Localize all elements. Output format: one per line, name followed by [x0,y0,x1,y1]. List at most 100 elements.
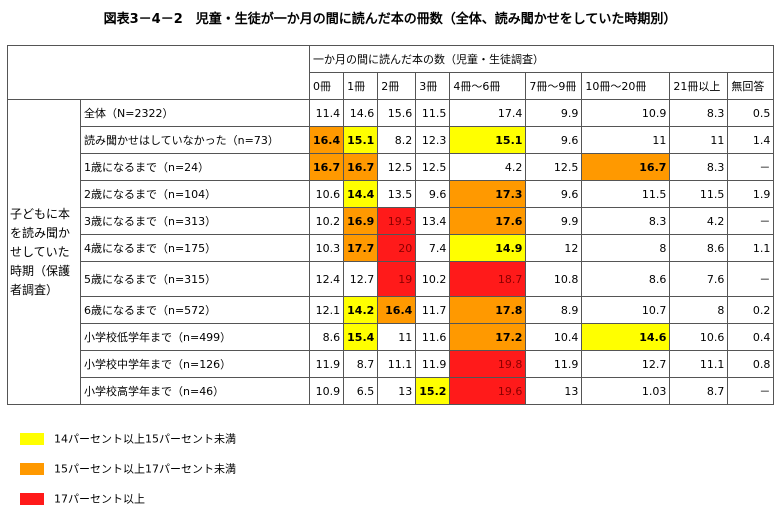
value-cell: 4.2 [449,153,527,181]
row-label: 読み聞かせはしていなかった（n=73） [80,126,310,154]
value-cell: 12 [525,234,583,262]
value-cell: 10.4 [525,323,583,351]
table-row: 小学校高学年まで（n=46） 10.9 6.5 13 15.2 19.6 13 1.03 8.7… [8,377,775,405]
value-cell: 10.2 [415,261,451,297]
value-cell: 8.3 [669,99,729,127]
value-cell: 11.6 [415,323,451,351]
value-cell: 15.1 [343,126,379,154]
value-cell: 4.2 [669,207,729,235]
table-row: 子どもに本を読み聞かせしていた時期（保護者調査） 全体（N=2322） 11.4 14… [7,99,775,405]
value-cell: 11.5 [669,180,729,208]
value-cell: 11 [669,126,729,154]
value-cell: － [727,377,775,405]
value-cell: 15.6 [377,99,417,127]
value-cell: 18.7 [449,261,527,297]
table-row: 5歳になるまで（n=315） 12.4 12.7 19 10.2 18.7 10.8 8.6 7… [8,261,775,297]
legend-swatch [20,432,44,445]
row-label: 5歳になるまで（n=315） [80,261,310,297]
value-cell: 9.9 [525,207,583,235]
legend-item: 17パーセント以上 [20,488,145,507]
value-cell: 11.1 [377,350,417,378]
value-cell: 0.8 [727,350,775,378]
table-row: 6歳になるまで（n=572） 12.1 14.2 16.4 11.7 17.8 8.9 10.… [8,296,775,324]
group-label: 子どもに本を読み聞かせしていた時期（保護者調査） [7,99,81,405]
header-group-row: 一か月の間に読んだ本の数（児童・生徒調査） [7,45,775,100]
legend-item: 15パーセント以上17パーセント未満 [20,458,236,477]
value-cell: 16.4 [377,296,417,324]
value-cell: 11.4 [308,99,345,127]
value-cell: 13 [377,377,417,405]
header-group-label: 一か月の間に読んだ本の数（児童・生徒調査） [308,45,775,73]
column-header: 無回答 [727,72,775,100]
value-cell: 10.6 [308,180,345,208]
row-label: 小学校低学年まで（n=499） [80,323,310,351]
value-cell: 1.4 [727,126,775,154]
row-label: 6歳になるまで（n=572） [80,296,310,324]
value-cell: 13.4 [415,207,451,235]
value-cell: 17.6 [449,207,527,235]
value-cell: 9.9 [525,99,583,127]
value-cell: 14.6 [581,323,671,351]
legend-swatch [20,462,44,475]
value-cell: － [727,261,775,297]
value-cell: 8.7 [669,377,729,405]
table-row: 小学校中学年まで（n=126） 11.9 8.7 11.1 11.9 19.8 11.9 12… [8,350,775,378]
value-cell: 13.5 [377,180,417,208]
value-cell: 0.2 [727,296,775,324]
value-cell: 11 [377,323,417,351]
value-cell: 20 [377,234,417,262]
column-header: 0冊 [308,72,345,100]
value-cell: 10.9 [308,377,345,405]
value-cell: 16.7 [308,153,345,181]
value-cell: 11.1 [669,350,729,378]
column-header: 4冊～6冊 [449,72,527,100]
value-cell: 19.6 [449,377,527,405]
data-table: 一か月の間に読んだ本の数（児童・生徒調査） 0冊 1冊 2冊 3冊 4冊～6冊 7冊～9冊 1… [7,45,775,405]
legend-label: 17パーセント以上 [54,492,145,506]
value-cell: 16.4 [308,126,345,154]
value-cell: 10.3 [308,234,345,262]
value-cell: － [727,207,775,235]
value-cell: 9.6 [525,180,583,208]
value-cell: － [727,153,775,181]
value-cell: 11.5 [581,180,671,208]
value-cell: 11.9 [415,350,451,378]
row-label: 2歳になるまで（n=104） [80,180,310,208]
value-cell: 14.4 [343,180,379,208]
value-cell: 10.7 [581,296,671,324]
column-header-row: 0冊 1冊 2冊 3冊 4冊～6冊 7冊～9冊 10冊～20冊 21冊以上 無回答 [8,72,775,100]
value-cell: 10.2 [308,207,345,235]
value-cell: 9.6 [525,126,583,154]
column-header: 7冊～9冊 [525,72,583,100]
value-cell: 17.3 [449,180,527,208]
legend-label: 15パーセント以上17パーセント未満 [54,462,236,476]
value-cell: 10.8 [525,261,583,297]
value-cell: 8.7 [343,350,379,378]
value-cell: 13 [525,377,583,405]
value-cell: 11 [581,126,671,154]
value-cell: 8.6 [308,323,345,351]
value-cell: 8.6 [581,261,671,297]
value-cell: 7.6 [669,261,729,297]
value-cell: 14.6 [343,99,379,127]
value-cell: 8.9 [525,296,583,324]
value-cell: 0.4 [727,323,775,351]
value-cell: 17.4 [449,99,527,127]
value-cell: 12.4 [308,261,345,297]
value-cell: 19 [377,261,417,297]
row-label: 小学校高学年まで（n=46） [80,377,310,405]
value-cell: 16.7 [343,153,379,181]
column-header: 10冊～20冊 [581,72,671,100]
value-cell: 12.7 [581,350,671,378]
column-header: 1冊 [343,72,379,100]
legend-item: 14パーセント以上15パーセント未満 [20,428,236,447]
table-row: 2歳になるまで（n=104） 10.6 14.4 13.5 9.6 17.3 9.6 11.5… [8,180,775,208]
table-row: 読み聞かせはしていなかった（n=73） 16.4 15.1 8.2 12.3 15.1 9.… [8,126,775,154]
value-cell: 16.9 [343,207,379,235]
value-cell: 9.6 [415,180,451,208]
row-label: 1歳になるまで（n=24） [80,153,310,181]
value-cell: 12.1 [308,296,345,324]
value-cell: 16.7 [581,153,671,181]
value-cell: 11.9 [308,350,345,378]
chart-title: 図表3－4－2 児童・生徒が一か月の間に読んだ本の冊数（全体、読み聞かせをしてい… [103,12,677,27]
